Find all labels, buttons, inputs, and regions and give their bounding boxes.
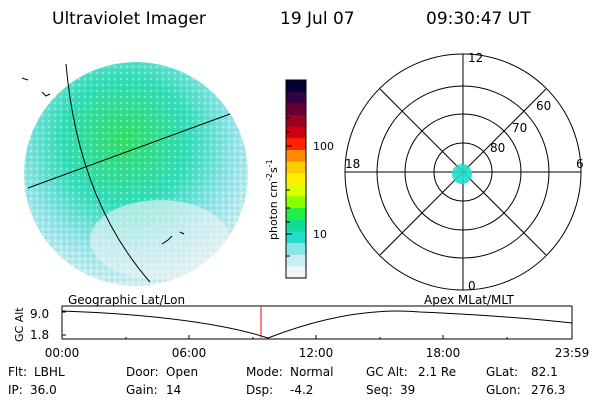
status-glon-label: GLon: (486, 383, 521, 397)
instrument-title: Ultraviolet Imager (52, 9, 206, 29)
colorbar-band (286, 161, 306, 174)
colorbar-tick-100: 100 (313, 140, 334, 153)
status-dsp-value: -4.2 (290, 383, 313, 397)
time-tick-1200: 12:00 (299, 346, 334, 360)
colorbar (286, 80, 306, 279)
colorbar-band (286, 91, 306, 104)
status-glon-value: 276.3 (531, 383, 565, 397)
status-door-label: Door: (126, 365, 159, 379)
colorbar-frame (285, 79, 307, 279)
globe-projection-label: Geographic Lat/Lon (68, 293, 185, 307)
colorbar-band (286, 138, 306, 151)
colorbar-band (286, 80, 306, 93)
status-filter-value: LBHL (34, 365, 65, 379)
altitude-ylabel: GC Alt (13, 307, 26, 342)
status-dsp-label: Dsp: (246, 383, 273, 397)
colorbar-band (286, 254, 306, 267)
altitude-curve (61, 310, 573, 339)
coastline-marks (21, 77, 185, 245)
uv-earth-image (24, 62, 248, 286)
mlat-label-80: 80 (490, 141, 505, 155)
altitude-ytick-9: 9.0 (30, 307, 49, 321)
status-row-2: IP: 36.0 Gain: 14 Dsp: -4.2 Seq: 39 GLon… (8, 383, 565, 397)
colorbar-band (286, 173, 306, 186)
colorbar-band (286, 231, 306, 244)
mlt-label-6: 6 (576, 157, 584, 171)
time-tick-2359: 23:59 (555, 346, 590, 360)
time-tick-0000: 00:00 (45, 346, 80, 360)
status-glat-value: 82.1 (531, 365, 558, 379)
altitude-ytick-1: 1.8 (30, 328, 49, 342)
status-mode-label: Mode: (246, 365, 283, 379)
geographic-grid (27, 63, 231, 283)
status-gain-label: Gain: (126, 383, 158, 397)
mlat-label-70: 70 (512, 121, 527, 135)
status-ip-value: 36.0 (30, 383, 57, 397)
colorbar-band (286, 208, 306, 221)
status-row-1: Flt: LBHL Door: Open Mode: Normal GC Alt… (8, 365, 558, 379)
colorbar-band (286, 243, 306, 256)
colorbar-band (286, 126, 306, 139)
altitude-plot (61, 305, 573, 340)
status-filter-label: Flt: (8, 365, 27, 379)
status-glat-label: GLat: (486, 365, 518, 379)
polar-emission-spot (452, 164, 472, 184)
mlt-label-12: 12 (468, 51, 483, 65)
colorbar-band (286, 196, 306, 209)
time-tick-1800: 18:00 (426, 346, 461, 360)
time-tick-0600: 06:00 (172, 346, 207, 360)
status-mode-value: Normal (290, 365, 333, 379)
polar-coord-label: Apex MLat/MLT (424, 293, 514, 307)
colorbar-band (286, 149, 306, 163)
mlt-label-0: 0 (468, 279, 476, 293)
mlt-label-18: 18 (345, 157, 360, 171)
colorbar-unit-label: photon cm-2s-1 (265, 159, 280, 240)
status-seq-value: 39 (400, 383, 415, 397)
colorbar-tick-10: 10 (313, 228, 327, 241)
image-date: 19 Jul 07 (280, 9, 355, 29)
colorbar-band (286, 103, 306, 116)
colorbar-band (286, 266, 306, 279)
colorbar-band (286, 184, 306, 197)
status-gain-value: 14 (166, 383, 181, 397)
status-gcalt-label: GC Alt: (366, 365, 408, 379)
status-gcalt-value: 2.1 Re (418, 365, 456, 379)
mlat-label-60: 60 (536, 99, 551, 113)
status-door-value: Open (166, 365, 198, 379)
image-time: 09:30:47 UT (426, 9, 531, 29)
status-ip-label: IP: (8, 383, 23, 397)
colorbar-band (286, 219, 306, 232)
colorbar-band (286, 114, 306, 128)
status-seq-label: Seq: (366, 383, 393, 397)
